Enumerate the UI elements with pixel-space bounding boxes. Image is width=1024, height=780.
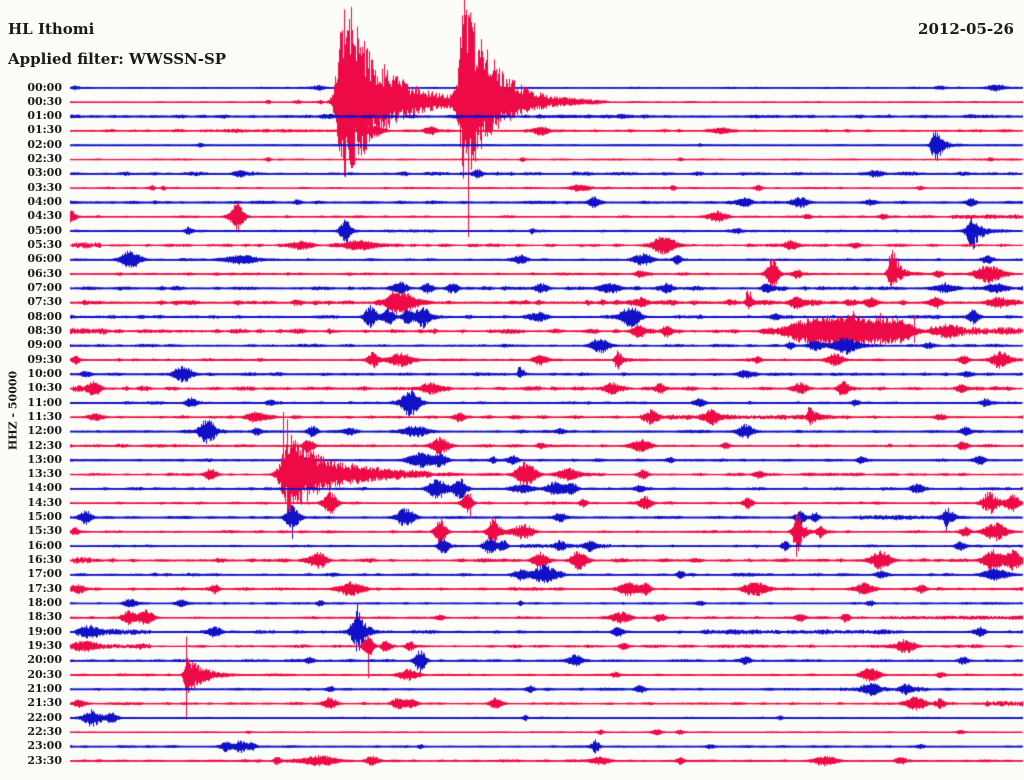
time-label-00-30: 00:30: [27, 94, 62, 108]
time-label-16-30: 16:30: [27, 553, 62, 567]
station-title: HL Ithomi: [8, 20, 95, 38]
time-label-18-30: 18:30: [27, 610, 62, 624]
time-label-09-30: 09:30: [27, 352, 62, 366]
time-label-17-00: 17:00: [27, 567, 62, 581]
time-label-13-00: 13:00: [27, 452, 62, 466]
time-label-07-30: 07:30: [27, 295, 62, 309]
time-label-13-30: 13:30: [27, 467, 62, 481]
time-label-01-00: 01:00: [27, 109, 62, 123]
time-label-20-00: 20:00: [27, 653, 62, 667]
time-label-20-30: 20:30: [27, 667, 62, 681]
time-label-02-00: 02:00: [27, 137, 62, 151]
time-label-23-30: 23:30: [27, 753, 62, 767]
time-label-00-00: 00:00: [27, 80, 62, 94]
time-label-03-30: 03:30: [27, 180, 62, 194]
time-label-15-30: 15:30: [27, 524, 62, 538]
time-label-08-30: 08:30: [27, 323, 62, 337]
time-label-22-00: 22:00: [27, 710, 62, 724]
time-label-05-30: 05:30: [27, 238, 62, 252]
time-label-01-30: 01:30: [27, 123, 62, 137]
time-label-21-00: 21:00: [27, 681, 62, 695]
time-label-10-00: 10:00: [27, 366, 62, 380]
time-label-08-00: 08:00: [27, 309, 62, 323]
time-label-11-30: 11:30: [27, 409, 62, 423]
time-label-17-30: 17:30: [27, 581, 62, 595]
time-label-05-00: 05:00: [27, 223, 62, 237]
time-label-19-00: 19:00: [27, 624, 62, 638]
time-label-18-00: 18:00: [27, 596, 62, 610]
time-label-16-00: 16:00: [27, 538, 62, 552]
time-label-12-00: 12:00: [27, 424, 62, 438]
time-label-10-30: 10:30: [27, 381, 62, 395]
time-label-14-30: 14:30: [27, 495, 62, 509]
time-label-04-30: 04:30: [27, 209, 62, 223]
time-label-19-30: 19:30: [27, 638, 62, 652]
time-label-06-30: 06:30: [27, 266, 62, 280]
time-label-02-30: 02:30: [27, 152, 62, 166]
time-label-22-30: 22:30: [27, 724, 62, 738]
time-label-12-30: 12:30: [27, 438, 62, 452]
time-label-03-00: 03:00: [27, 166, 62, 180]
time-label-11-00: 11:00: [27, 395, 62, 409]
time-label-21-30: 21:30: [27, 696, 62, 710]
time-label-04-00: 04:00: [27, 195, 62, 209]
time-label-07-00: 07:00: [27, 280, 62, 294]
time-label-23-00: 23:00: [27, 739, 62, 753]
time-label-15-00: 15:00: [27, 510, 62, 524]
time-label-06-00: 06:00: [27, 252, 62, 266]
time-label-09-00: 09:00: [27, 338, 62, 352]
filter-label: Applied filter: WWSSN-SP: [8, 50, 227, 68]
time-label-14-00: 14:00: [27, 481, 62, 495]
date-label: 2012-05-26: [918, 20, 1014, 38]
